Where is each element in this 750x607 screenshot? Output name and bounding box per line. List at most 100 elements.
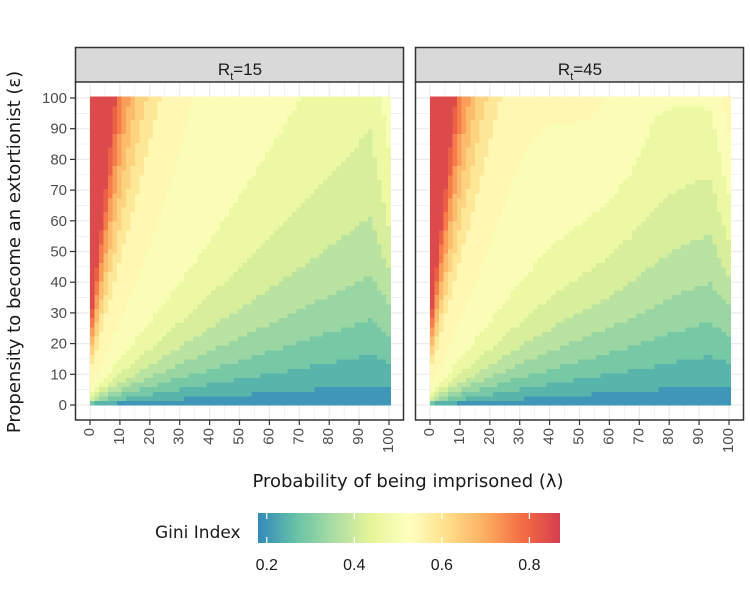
contour-cell	[296, 322, 302, 328]
contour-cell	[443, 137, 449, 144]
contour-cell	[341, 119, 347, 125]
contour-cell	[327, 349, 333, 355]
contour-cell	[166, 183, 172, 190]
contour-cell	[291, 133, 297, 139]
contour-cell	[121, 119, 127, 125]
contour-cell	[94, 156, 100, 162]
contour-cell	[341, 289, 347, 296]
contour-cell	[233, 262, 239, 268]
contour-cell	[363, 303, 369, 309]
contour-cell	[260, 395, 266, 401]
contour-cell	[134, 243, 140, 250]
contour-cell	[251, 331, 257, 337]
contour-cell	[287, 105, 293, 111]
contour-cell	[134, 262, 140, 268]
contour-cell	[188, 165, 194, 171]
contour-cell	[359, 345, 365, 351]
contour-cell	[332, 308, 338, 314]
contour-cell	[386, 137, 392, 144]
contour-cell	[430, 96, 436, 102]
contour-cell	[386, 179, 392, 185]
contour-cell	[318, 322, 324, 328]
contour-field	[430, 96, 732, 406]
contour-cell	[300, 372, 306, 378]
contour-cell	[336, 147, 342, 153]
contour-cell	[381, 363, 387, 369]
contour-cell	[161, 331, 167, 337]
contour-cell	[98, 271, 105, 277]
contour-cell	[211, 299, 217, 305]
contour-cell	[291, 156, 297, 162]
contour-cell	[269, 363, 275, 369]
contour-cell	[125, 345, 131, 351]
contour-cell	[434, 128, 440, 134]
contour-cell	[438, 358, 445, 365]
contour-cell	[269, 239, 275, 245]
contour-cell	[430, 358, 436, 365]
contour-cell	[211, 101, 217, 107]
contour-cell	[434, 395, 440, 401]
contour-cell	[305, 368, 311, 374]
contour-cell	[386, 271, 392, 277]
contour-cell	[305, 133, 311, 139]
contour-cell	[363, 202, 369, 208]
contour-cell	[157, 340, 163, 346]
contour-cell	[434, 349, 440, 355]
contour-cell	[184, 202, 190, 208]
contour-cell	[220, 101, 226, 107]
contour-cell	[350, 119, 356, 125]
contour-cell	[238, 308, 244, 314]
contour-cell	[327, 331, 333, 337]
contour-cell	[350, 225, 356, 231]
contour-cell	[229, 230, 235, 236]
contour-cell	[430, 137, 436, 144]
contour-cell	[246, 133, 253, 139]
contour-cell	[438, 128, 445, 134]
contour-cell	[152, 386, 158, 392]
contour-cell	[143, 368, 149, 374]
contour-cell	[143, 322, 149, 328]
contour-cell	[116, 216, 122, 222]
contour-cell	[206, 197, 212, 203]
contour-cell	[125, 354, 131, 360]
contour-cell	[430, 262, 436, 268]
contour-cell	[179, 395, 185, 401]
contour-cell	[269, 326, 275, 332]
contour-cell	[363, 147, 369, 153]
contour-cell	[175, 193, 181, 199]
contour-cell	[264, 248, 270, 254]
contour-cell	[327, 395, 333, 401]
contour-cell	[188, 368, 194, 374]
contour-cell	[211, 183, 217, 190]
contour-cell	[278, 289, 284, 296]
contour-cell	[368, 188, 374, 194]
contour-cell	[184, 183, 190, 190]
contour-cell	[112, 381, 118, 388]
contour-cell	[318, 119, 324, 125]
contour-cell	[188, 230, 194, 236]
contour-cell	[197, 124, 203, 130]
contour-cell	[296, 133, 302, 139]
contour-cell	[309, 340, 315, 346]
contour-cell	[242, 294, 248, 300]
contour-cell	[134, 142, 140, 148]
contour-cell	[166, 174, 172, 180]
contour-cell	[327, 253, 333, 259]
contour-cell	[359, 220, 365, 227]
contour-cell	[125, 206, 131, 213]
contour-cell	[161, 354, 167, 360]
contour-cell	[309, 285, 315, 291]
contour-cell	[287, 276, 293, 282]
contour-cell	[341, 124, 347, 130]
contour-cell	[350, 206, 356, 213]
contour-cell	[381, 372, 387, 378]
contour-cell	[287, 299, 293, 305]
contour-cell	[368, 147, 374, 153]
contour-cell	[318, 202, 324, 208]
contour-cell	[107, 312, 114, 319]
contour-cell	[314, 239, 320, 245]
contour-cell	[278, 248, 284, 254]
contour-cell	[255, 372, 262, 378]
contour-cell	[341, 276, 347, 282]
contour-cell	[103, 368, 109, 374]
